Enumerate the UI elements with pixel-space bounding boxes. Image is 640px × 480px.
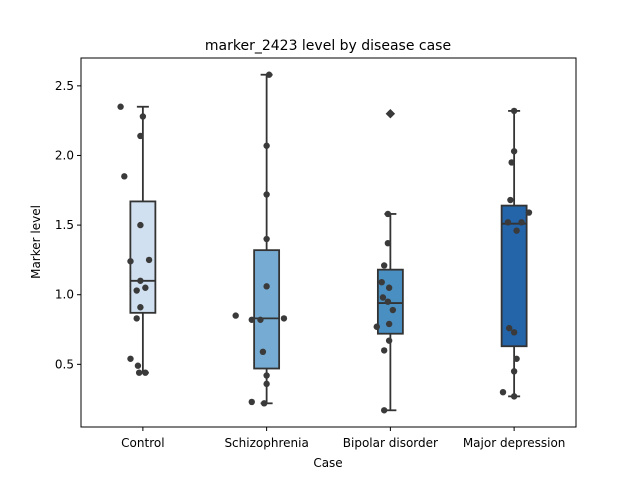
data-point [280,315,288,322]
data-point [380,262,388,269]
box-iqr [500,204,528,348]
y-tick-label: 0.5 [55,357,74,371]
data-point [259,348,267,356]
data-point [510,393,518,400]
data-point [263,380,270,388]
data-point [378,278,385,286]
data-point [127,355,134,362]
data-point [263,142,270,149]
data-point [499,388,507,396]
box-group [376,108,404,412]
data-point [117,103,124,110]
data-point [133,287,140,294]
x-tick-label: Control [121,436,164,450]
x-tick-label: Bipolar disorder [343,436,438,450]
data-point [518,219,525,226]
data-point [265,71,273,78]
data-point [121,173,128,180]
data-point [385,320,393,328]
data-point [263,191,270,198]
data-point [379,294,387,301]
data-point [525,209,533,216]
data-point [263,372,270,379]
data-point [145,256,153,264]
data-point [513,227,520,234]
box-iqr [129,200,157,314]
chart-title: marker_2423 level by disease case [205,38,451,54]
data-point [385,337,393,344]
data-point [139,113,147,120]
data-point [510,148,518,155]
data-point [127,258,134,265]
y-axis-title: Marker level [29,205,43,279]
data-point [263,283,270,290]
plot-area [117,71,533,414]
data-point [248,398,255,406]
data-point [373,323,380,330]
x-axis-title: Case [313,456,342,470]
data-point [387,110,394,117]
data-point [380,407,388,414]
data-point [510,368,518,375]
data-point [513,355,520,362]
y-axis: 0.5 1.0 1.5 2.0 2.5 [55,79,81,371]
data-point [137,221,144,229]
data-point [510,329,518,336]
data-point [135,369,143,376]
x-axis: Control Schizophrenia Bipolar disorder Majo… [121,427,565,450]
data-point [384,239,392,247]
data-point [384,210,392,218]
data-point [380,347,388,354]
data-point [510,107,518,115]
data-point [134,362,142,369]
data-point [385,284,393,291]
box-group [253,73,281,405]
data-point [257,316,264,323]
data-point [137,277,144,284]
data-point [389,306,397,314]
data-point [232,312,239,319]
plot-frame [80,57,577,428]
data-point [137,132,144,140]
data-point [142,369,149,376]
y-tick-label: 1.0 [55,288,74,302]
y-tick-label: 1.5 [55,218,74,232]
data-point [263,235,270,243]
data-point [137,304,144,311]
data-point [504,219,512,226]
data-point [507,196,514,204]
x-tick-label: Schizophrenia [224,436,308,450]
data-point [260,400,268,407]
box-iqr [253,249,281,370]
data-point [248,316,255,323]
data-point [508,159,515,166]
box-group [129,105,157,374]
data-point [384,298,392,305]
y-tick-label: 2.0 [55,148,74,162]
data-point [505,324,513,332]
x-tick-label: Major depression [463,436,566,450]
y-tick-label: 2.5 [55,79,74,93]
data-point [142,284,149,291]
data-point [133,315,140,322]
